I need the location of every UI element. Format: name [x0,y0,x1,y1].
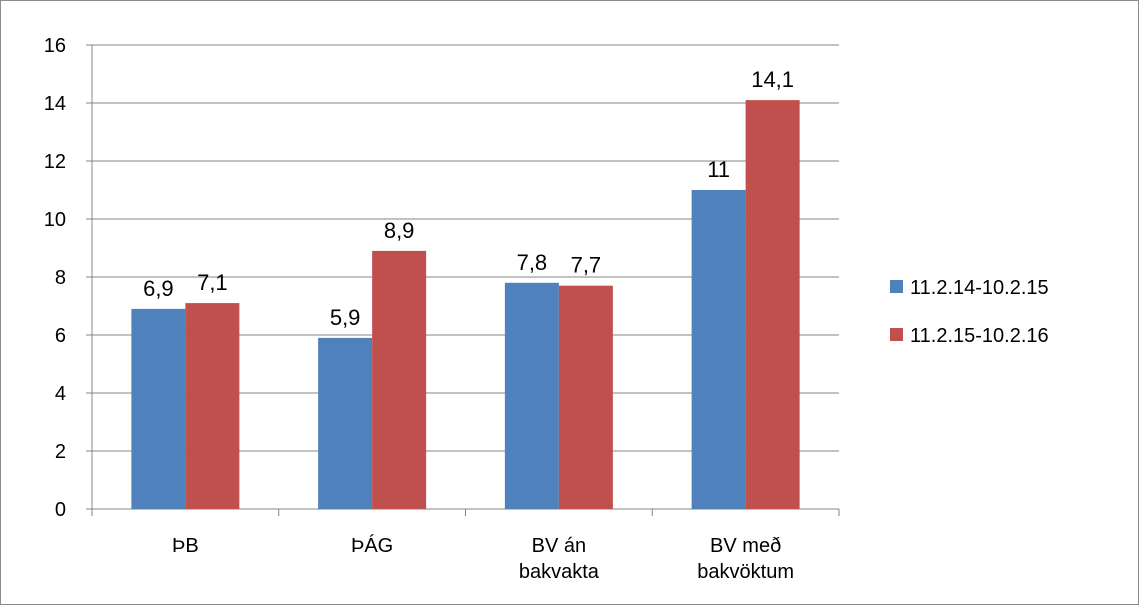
y-tick-label: 14 [44,93,66,115]
x-category-label: bakvakta [519,561,600,583]
legend-label: 11.2.15-10.2.16 [910,325,1049,347]
legend-swatch [890,328,903,341]
y-tick-label: 16 [44,35,66,57]
bar-2-1 [185,303,239,509]
data-label: 7,7 [571,253,602,278]
data-label: 8,9 [384,218,415,243]
y-tick-label: 4 [55,383,66,405]
bar-1-4 [692,190,746,509]
legend-swatch [890,280,903,293]
bar-1-1 [131,309,185,509]
y-tick-label: 12 [44,151,66,173]
legend-label: 11.2.14-10.2.15 [910,277,1049,299]
bar-2-3 [559,286,613,509]
x-category-label: ÞB [172,535,199,557]
data-label: 5,9 [330,305,361,330]
x-category-label: bakvöktum [697,561,794,583]
x-category-label: ÞÁG [351,534,393,557]
data-label: 14,1 [751,67,794,92]
bar-2-2 [372,251,426,509]
bar-2-4 [746,100,800,509]
y-tick-label: 6 [55,325,66,347]
data-label: 6,9 [143,276,174,301]
y-tick-label: 10 [44,209,66,231]
y-tick-label: 2 [55,441,66,463]
y-tick-label: 0 [55,499,66,521]
data-label: 11 [707,157,730,182]
x-category-label: BV án [532,535,586,557]
data-label: 7,1 [197,270,228,295]
bar-1-2 [318,338,372,509]
y-tick-label: 8 [55,267,66,289]
data-label: 7,8 [517,250,548,275]
bar-1-3 [505,283,559,509]
x-category-label: BV með [710,535,781,557]
